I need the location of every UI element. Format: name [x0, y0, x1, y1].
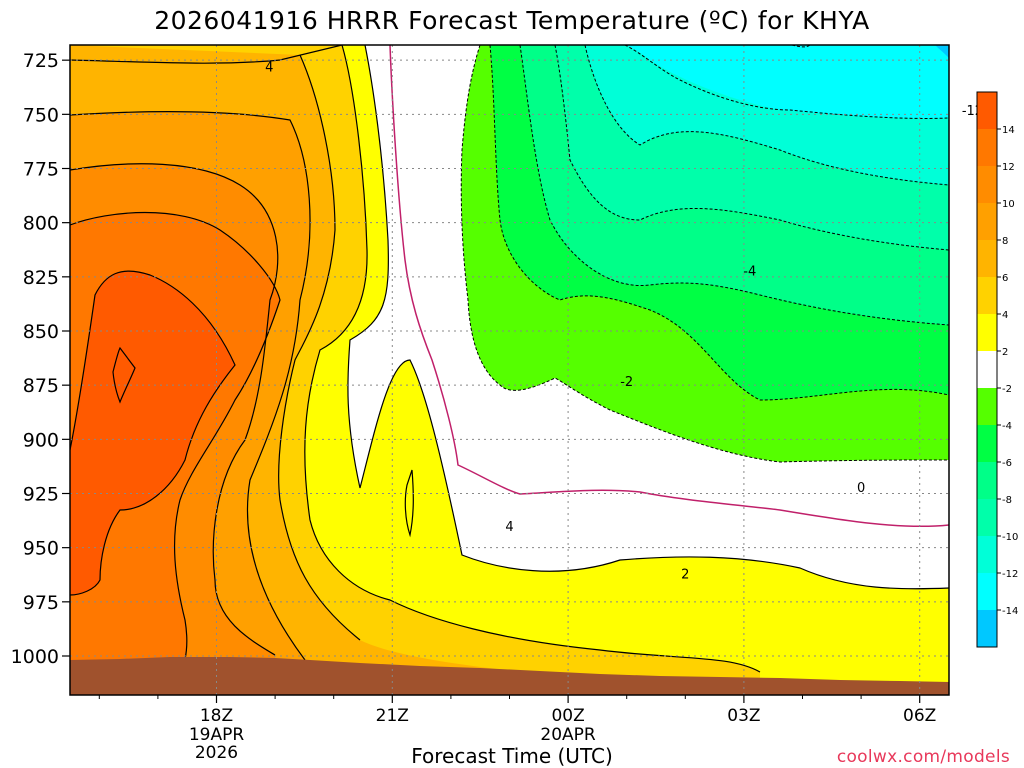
y-tick-label: 850 [23, 321, 59, 343]
colorbar-label: 4 [1002, 310, 1008, 321]
colorbar-label: -6 [1002, 458, 1012, 469]
fill-neg12-neg14 [625, 45, 949, 119]
y-tick-label: 1000 [11, 646, 59, 668]
x-tick-year-label: 2026 [195, 743, 238, 763]
colorbar-label: -12 [1002, 569, 1018, 580]
contour-line-0 [389, 45, 949, 528]
x-tick-label: 21Z [376, 706, 409, 726]
y-tick-label: 925 [23, 484, 59, 506]
colorbar-label: -4 [1002, 421, 1012, 432]
contour-line-4a [70, 45, 343, 64]
colorbar-label: 10 [1002, 199, 1015, 210]
contour-line-4b [304, 45, 761, 673]
colorbar-swatch [977, 203, 997, 241]
colorbar-label: 14 [1002, 125, 1015, 136]
y-tick-label: 725 [23, 50, 59, 72]
colorbar-swatch [977, 351, 997, 389]
contour-line-14 [70, 270, 236, 596]
contour-line-neg4 [489, 45, 949, 401]
colorbar-swatch [977, 166, 997, 204]
contour-fills [70, 45, 949, 695]
colorbar-swatch [977, 462, 997, 500]
contour-line-16 [112, 346, 136, 404]
colorbar-swatch [977, 425, 997, 463]
y-tick-label: 975 [23, 592, 59, 614]
x-tick-label: 06Z [903, 706, 936, 726]
contour-line-8 [70, 111, 311, 661]
grid-lines [70, 45, 949, 695]
colorbar-label: -10 [1002, 532, 1018, 543]
x-tick-label: 00Z [551, 706, 584, 726]
contour-line-neg10 [584, 45, 949, 186]
colorbar-swatch [977, 499, 997, 537]
colorbar: 14 12 10 8 6 4 2 -2 -4 -6 -8 -10 -12 -14 [976, 91, 1018, 648]
colorbar-label: 6 [1002, 273, 1008, 284]
chart-title: 2026041916 HRRR Forecast Temperature (ºC… [154, 6, 870, 35]
x-tick-date-label: 19APR [189, 725, 245, 745]
y-tick-label: 950 [23, 538, 59, 560]
colorbar-swatch [977, 129, 997, 167]
colorbar-label: -8 [1002, 495, 1012, 506]
y-tick-label: 800 [23, 213, 59, 235]
contour-label: 2 [681, 568, 689, 583]
y-tick-label: 825 [23, 267, 59, 289]
colorbar-label: 12 [1002, 162, 1015, 173]
contour-line-2 [347, 45, 949, 590]
contour-label: 0 [857, 481, 865, 496]
contour-line-neg8 [554, 45, 949, 251]
contour-line-10 [70, 163, 279, 656]
x-tick-label: 03Z [727, 706, 760, 726]
contour-line-12 [70, 211, 281, 695]
y-tick-label: 875 [23, 375, 59, 397]
x-tick-date-label: 20APR [540, 725, 596, 745]
x-tick-label: 18Z [200, 706, 233, 726]
x-axis: 18Z19APR202621Z00Z20APR03Z06Z09Z [98, 695, 936, 763]
colorbar-swatch [977, 277, 997, 315]
colorbar-label: 8 [1002, 236, 1008, 247]
colorbar-swatch [977, 573, 997, 611]
contour-line-neg2 [460, 45, 949, 463]
y-tick-label: 775 [23, 159, 59, 181]
contour-line-neg12 [624, 45, 949, 119]
colorbar-label: -14 [1002, 606, 1018, 617]
x-axis-title: Forecast Time (UTC) [411, 744, 613, 768]
colorbar-swatch [977, 388, 997, 426]
y-tick-label: 750 [23, 104, 59, 126]
y-axis: 725 750 775 800 825 850 875 900 925 950 975 1000 [11, 50, 70, 668]
colorbar-swatch [977, 240, 997, 278]
y-tick-label: 900 [23, 429, 59, 451]
colorbar-swatch [977, 536, 997, 574]
contour-line-6 [278, 54, 361, 641]
colorbar-swatch [977, 610, 997, 648]
fill-below-neg14 [935, 45, 949, 58]
colorbar-swatch [977, 314, 997, 352]
credit-link[interactable]: coolwx.com/models [836, 747, 1010, 767]
contour-line-4-islet [404, 469, 414, 538]
colorbar-frame [976, 91, 998, 648]
contour-lines [70, 45, 949, 695]
terrain-below-ground [70, 657, 949, 695]
colorbar-label: 2 [1002, 347, 1008, 358]
contour-label: 4 [505, 520, 513, 535]
contour-label: -4 [743, 264, 756, 279]
colorbar-swatch [977, 92, 997, 130]
contour-label: 4 [265, 61, 273, 76]
fill-above-14 [70, 271, 235, 595]
colorbar-label: -2 [1002, 384, 1012, 395]
contour-label: -2 [620, 375, 633, 390]
